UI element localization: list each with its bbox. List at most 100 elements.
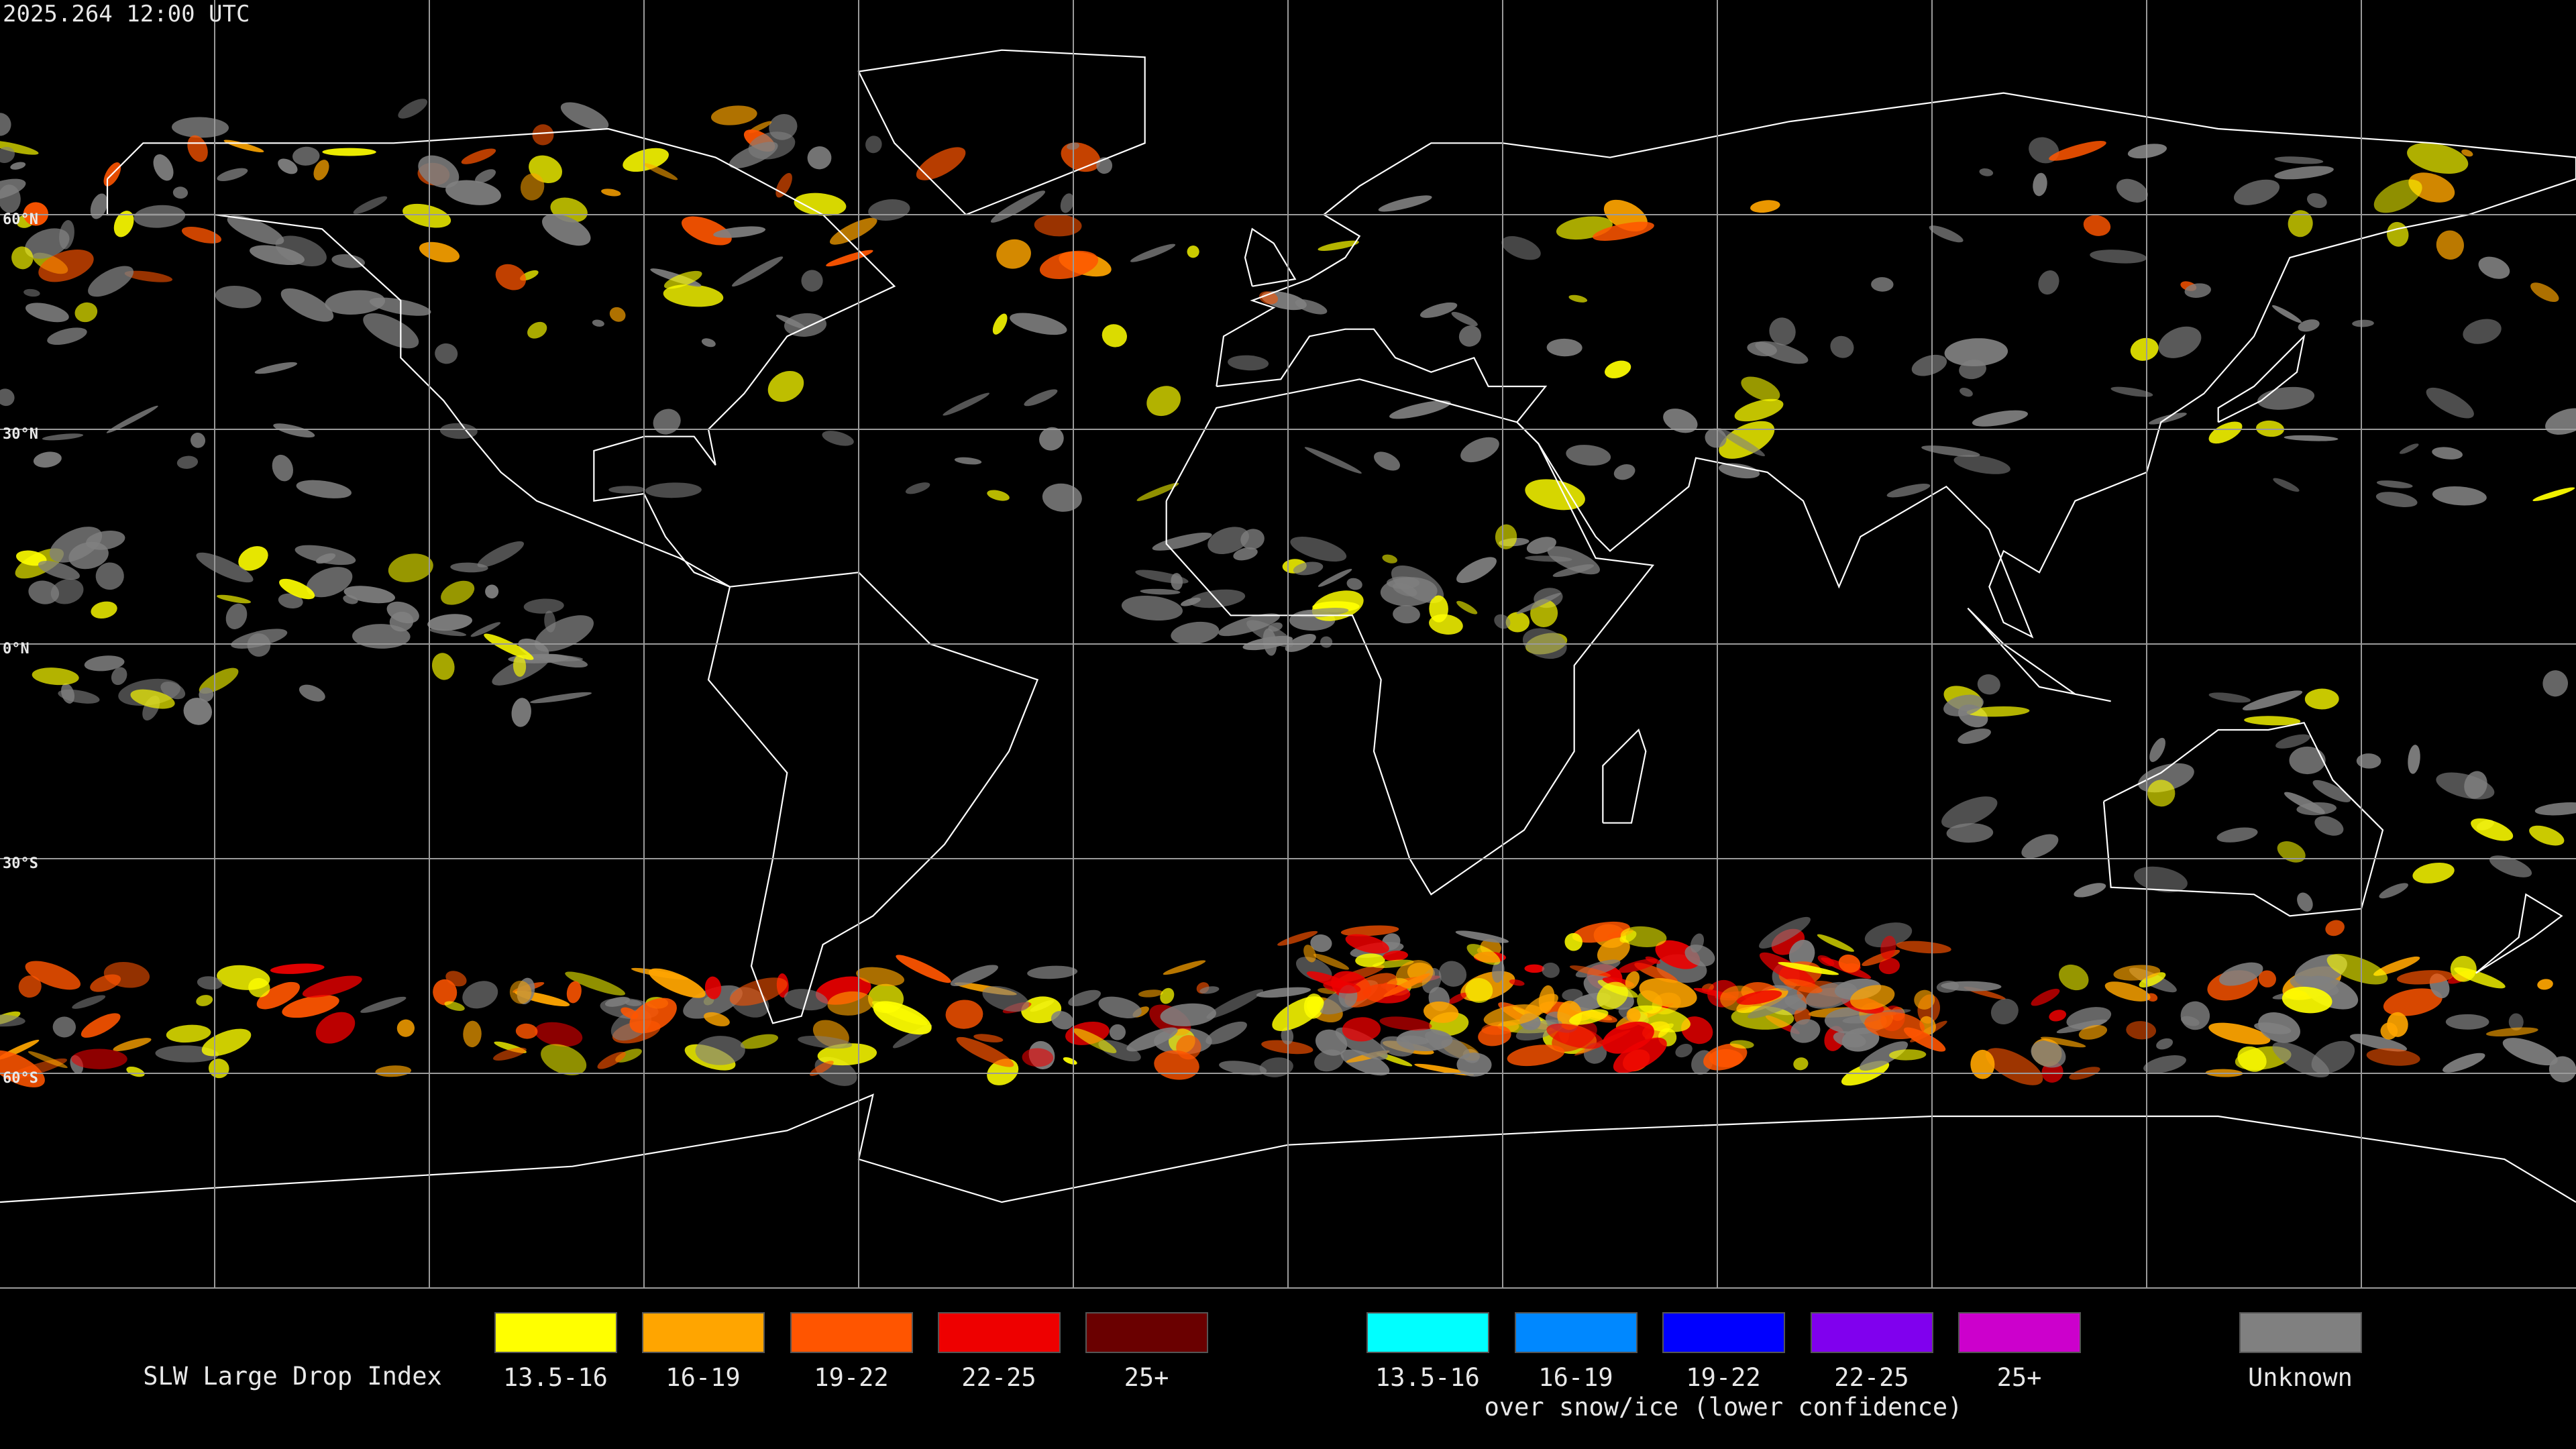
cloud-patch — [1729, 1040, 1754, 1049]
coastline — [1165, 378, 1655, 896]
cloud-patch — [1455, 930, 1509, 943]
legend-caption: over snow/ice (lower confidence) — [1485, 1393, 1963, 1421]
cloud-patch — [527, 321, 547, 339]
cloud-patch — [2432, 486, 2487, 506]
cloud-patch — [520, 173, 545, 201]
cloud-patch — [2532, 487, 2575, 502]
cloud-patch — [1205, 1021, 1247, 1044]
cloud-patch — [88, 266, 134, 297]
cloud-patch — [1458, 325, 1481, 347]
cloud-patch — [1373, 451, 1401, 471]
cloud-patch — [0, 113, 11, 136]
cloud-patch — [865, 136, 882, 154]
cloud-patch — [28, 580, 60, 604]
cloud-patch — [217, 594, 252, 604]
cloud-patch — [11, 246, 34, 270]
cloud-patch — [1460, 437, 1499, 463]
cloud-patch — [2366, 1048, 2420, 1066]
cloud-patch — [1219, 1061, 1267, 1075]
cloud-patch — [1039, 250, 1099, 280]
cloud-patch — [227, 215, 284, 245]
cloud-patch — [1160, 987, 1175, 1004]
cloud-patch — [1340, 925, 1399, 936]
cloud-patch — [10, 162, 26, 170]
cloud-patch — [1483, 1004, 1542, 1027]
cloud-patch — [1817, 934, 1854, 952]
cloud-patch — [2298, 319, 2320, 332]
cloud-patch — [302, 975, 362, 998]
cloud-patch — [0, 1014, 25, 1027]
cloud-patch — [1972, 410, 2028, 427]
cloud-patch — [1564, 932, 1582, 951]
cloud-patch — [1039, 427, 1064, 451]
cloud-patch — [1849, 985, 1895, 1010]
cloud-patch — [1140, 588, 1181, 595]
cloud-patch — [183, 698, 213, 725]
cloud-patch — [1060, 193, 1074, 213]
cloud-patch — [176, 455, 199, 469]
cloud-patch — [1878, 957, 1900, 975]
cloud-patch — [1941, 796, 1998, 828]
cloud-patch — [1769, 317, 1796, 345]
cloud-patch — [2350, 1034, 2408, 1052]
cloud-patch — [2258, 970, 2276, 987]
cloud-patch — [1379, 1016, 1432, 1031]
cloud-patch — [2049, 140, 2106, 161]
cloud-patch — [2090, 250, 2147, 264]
cloud-patch — [1303, 945, 1316, 963]
cloud-patch — [1759, 916, 1811, 949]
cloud-patch — [829, 217, 877, 245]
cloud-patch — [90, 193, 108, 219]
cloud-patch — [1977, 674, 2000, 695]
cloud-patch — [444, 1001, 465, 1011]
cloud-patch — [1451, 311, 1478, 327]
cloud-patch — [1717, 427, 1765, 457]
cloud-patch — [130, 689, 175, 709]
cloud-patch — [2074, 883, 2106, 898]
legend-swatch — [1366, 1312, 1489, 1353]
cloud-patch — [2534, 802, 2576, 816]
cloud-patch — [2078, 1024, 2108, 1040]
cloud-patch — [2396, 970, 2453, 985]
cloud-patch — [50, 578, 84, 604]
cloud-patch — [278, 158, 298, 174]
cloud-patch — [199, 667, 239, 694]
cloud-patch — [2407, 142, 2469, 174]
coastline — [707, 572, 1039, 1024]
cloud-patch — [513, 655, 527, 677]
cloud-patch — [2031, 988, 2060, 1006]
cloud-patch — [306, 567, 353, 598]
cloud-patch — [25, 303, 69, 323]
cloud-patch — [353, 196, 388, 214]
legend-label: 16-19 — [1538, 1363, 1613, 1392]
latitude-label: 30°N — [3, 426, 38, 443]
cloud-patch — [523, 654, 584, 661]
coastline — [2475, 893, 2563, 974]
cloud-patch — [954, 457, 982, 465]
timestamp: 2025.264 12:00 UTC — [3, 1, 250, 28]
cloud-patch — [542, 214, 591, 246]
cloud-patch — [1817, 955, 1835, 967]
cloud-patch — [1098, 996, 1142, 1018]
cloud-patch — [2463, 319, 2502, 344]
cloud-patch — [2289, 746, 2326, 775]
cloud-patch — [1501, 236, 1541, 260]
cloud-patch — [1152, 532, 1212, 551]
cloud-patch — [113, 211, 134, 237]
cloud-patch — [1121, 596, 1183, 621]
cloud-patch — [2537, 979, 2553, 990]
cloud-patch — [1593, 221, 1654, 241]
cloud-patch — [1160, 1003, 1216, 1026]
cloud-patch — [2184, 283, 2212, 298]
cloud-patch — [956, 1036, 1014, 1067]
cloud-patch — [215, 285, 262, 309]
cloud-patch — [322, 148, 376, 156]
cloud-patch — [996, 239, 1031, 269]
legend-label: 13.5-16 — [503, 1363, 608, 1392]
cloud-patch — [256, 981, 301, 1010]
cloud-patch — [331, 254, 366, 268]
cloud-patch — [701, 338, 716, 347]
cloud-patch — [1259, 1057, 1293, 1077]
cloud-patch — [0, 184, 21, 213]
cloud-patch — [2149, 737, 2165, 762]
